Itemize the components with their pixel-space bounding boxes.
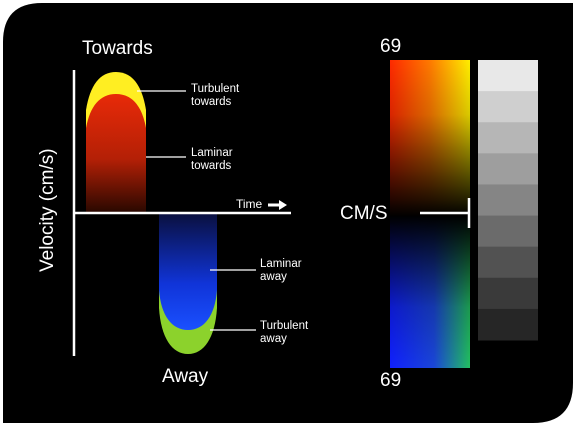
grayscale-step [478, 91, 538, 123]
grayscale-step [478, 215, 538, 248]
annotation-line-2: towards [191, 96, 232, 108]
annotation-line-2: away [260, 271, 287, 283]
annotation-line-1: Turbulent [260, 320, 309, 332]
away-label: Away [162, 366, 209, 387]
color-velocity-map [390, 60, 470, 368]
annotation-line-1: Laminar [260, 258, 302, 270]
grayscale-step [478, 122, 538, 154]
grayscale-step [478, 246, 538, 279]
laminar-away-annotation: Laminar away [260, 258, 302, 284]
grayscale-step [478, 308, 538, 341]
turbulent-away-annotation: Turbulent away [260, 320, 308, 346]
turbulent-towards-annotation: Turbulent towards [191, 83, 239, 109]
laminar-towards-waveform [86, 94, 146, 212]
scale-bottom-label: 69 [380, 370, 402, 391]
grayscale-bar [478, 60, 538, 341]
grayscale-step [478, 153, 538, 185]
laminar-towards-annotation: Laminar towards [191, 147, 233, 173]
towards-label: Towards [82, 38, 153, 59]
annotation-line-2: towards [191, 160, 232, 172]
time-label: Time [236, 197, 263, 211]
time-arrow-icon [268, 200, 287, 210]
grayscale-step [478, 277, 538, 310]
cms-label: CM/S [340, 203, 388, 224]
annotation-line-1: Turbulent [191, 83, 240, 95]
laminar-away-waveform [159, 214, 217, 330]
annotation-line-1: Laminar [191, 147, 233, 159]
annotation-line-2: away [260, 333, 287, 345]
grayscale-step [478, 60, 538, 92]
velocity-axis-label: Velocity (cm/s) [37, 148, 58, 272]
grayscale-step [478, 184, 538, 217]
scale-top-label: 69 [380, 36, 402, 57]
